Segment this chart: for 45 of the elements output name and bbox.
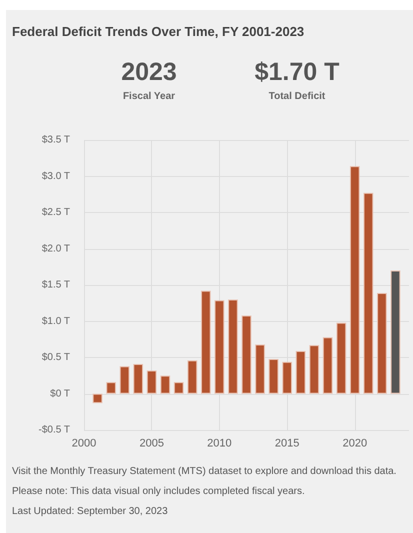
y-tick-label: -$0.5 T bbox=[38, 424, 70, 436]
chart-title: Federal Deficit Trends Over Time, FY 2001-2023 bbox=[12, 24, 304, 39]
text: Please note: This data visual only includes completed fiscal years. bbox=[12, 485, 306, 498]
bar bbox=[242, 315, 252, 394]
y-tick-label: $1.0 T bbox=[42, 316, 70, 327]
y-tick-label: $2.5 T bbox=[42, 207, 70, 218]
y-tick-label: $0.5 T bbox=[42, 352, 70, 363]
text: Visit the Monthly Treasury Statement (MTS) dataset to explore and download this data. bbox=[12, 465, 398, 478]
bar bbox=[268, 358, 278, 394]
bar bbox=[106, 382, 116, 394]
x-tick-label: 2005 bbox=[139, 438, 164, 450]
x-tick-label: 2000 bbox=[72, 438, 96, 450]
text: $1.70 T bbox=[254, 58, 340, 87]
bar bbox=[160, 376, 170, 394]
text: Total Deficit bbox=[268, 91, 326, 102]
bar bbox=[255, 344, 265, 394]
bar bbox=[228, 300, 238, 394]
bar bbox=[377, 292, 387, 394]
x-tick-label: 2020 bbox=[342, 438, 368, 450]
y-tick-label: $2.0 T bbox=[42, 243, 70, 254]
bar bbox=[390, 270, 400, 394]
bar bbox=[187, 360, 198, 394]
x-tick-label: 2015 bbox=[274, 438, 300, 450]
y-tick-label: $3.0 T bbox=[42, 170, 70, 182]
bar bbox=[120, 366, 130, 394]
bar bbox=[201, 290, 211, 394]
bar bbox=[214, 300, 224, 394]
bar bbox=[336, 322, 346, 394]
bar bbox=[174, 382, 184, 394]
bar bbox=[322, 337, 333, 394]
bar bbox=[92, 394, 102, 404]
bar bbox=[296, 350, 306, 394]
y-tick-label: $3.5 T bbox=[42, 134, 70, 146]
bar bbox=[364, 192, 374, 394]
bar bbox=[309, 345, 320, 394]
text: 2023 bbox=[120, 58, 178, 87]
bar bbox=[146, 370, 157, 394]
y-tick-label: $0 T bbox=[50, 388, 70, 400]
bar bbox=[133, 364, 144, 394]
y-tick-label: $1.5 T bbox=[42, 280, 70, 290]
text: Last Updated: September 30, 2023 bbox=[12, 505, 169, 518]
text: Fiscal Year bbox=[122, 91, 176, 102]
bar bbox=[282, 362, 292, 394]
bar bbox=[350, 166, 360, 394]
x-tick-label: 2010 bbox=[207, 438, 232, 450]
